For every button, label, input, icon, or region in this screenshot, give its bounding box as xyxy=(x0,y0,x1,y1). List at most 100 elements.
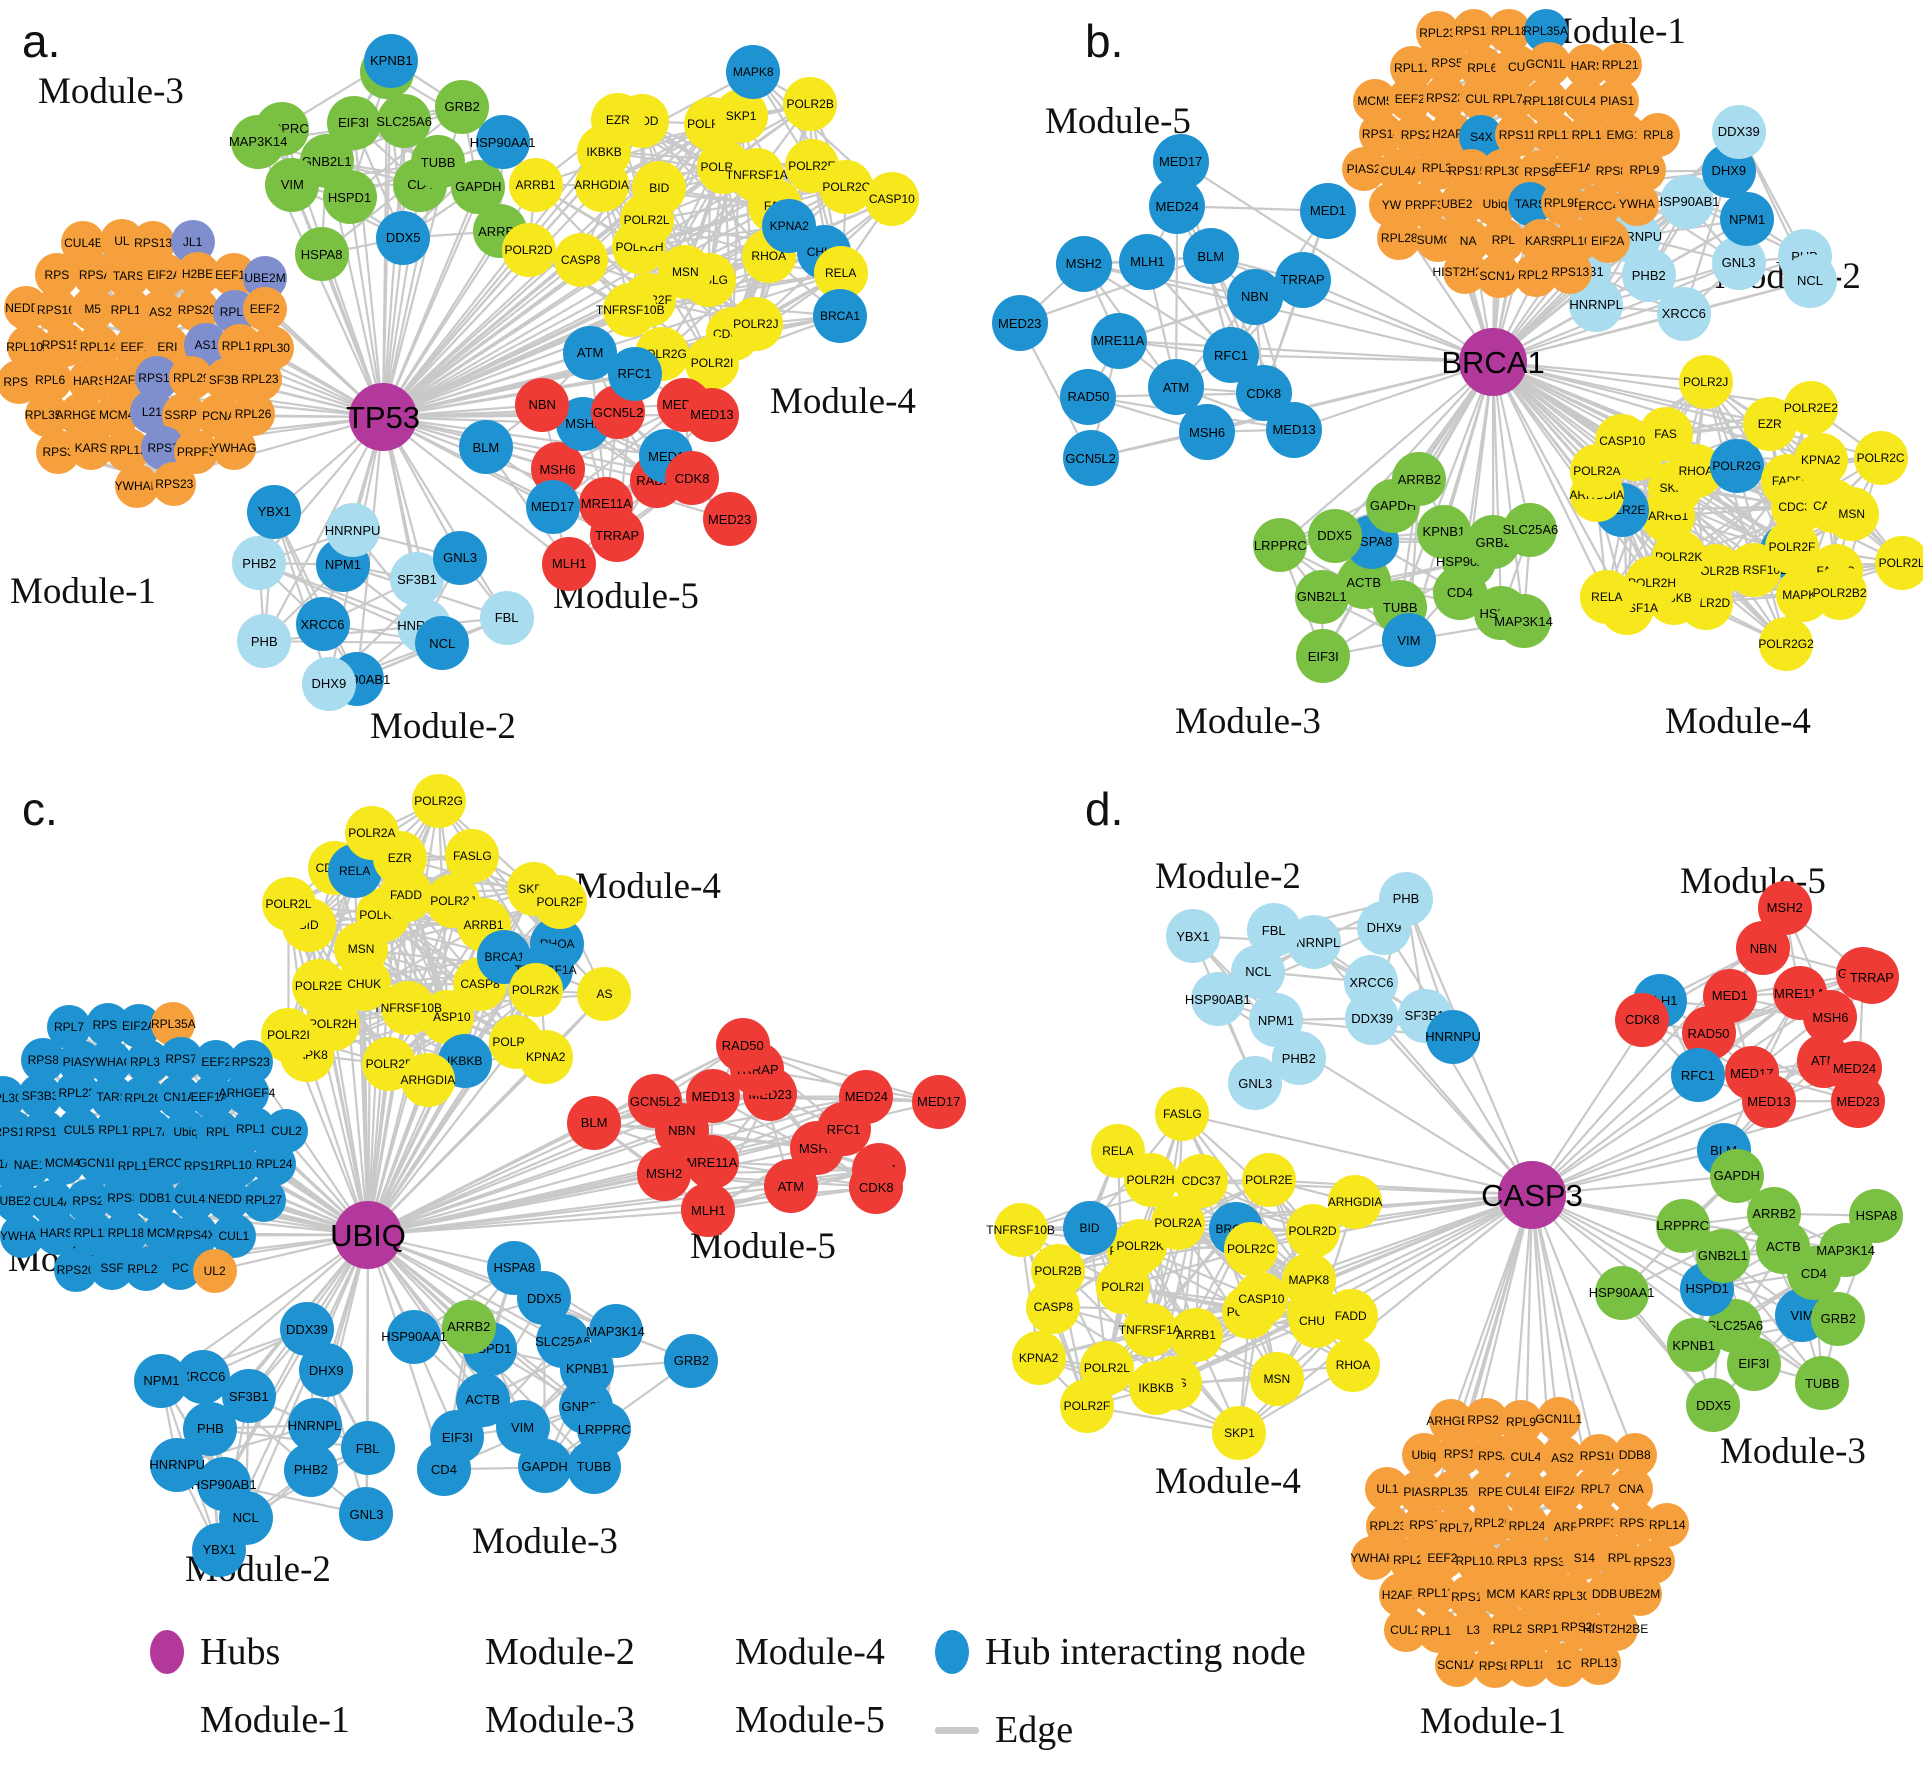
network-node[interactable]: CASP8 xyxy=(553,233,608,288)
network-node[interactable]: MED13 xyxy=(1266,401,1323,458)
network-node[interactable]: KPNB1 xyxy=(364,33,419,88)
network-node[interactable]: MSH6 xyxy=(1803,990,1858,1045)
hub-node-ubiq[interactable]: UBIQ xyxy=(330,1201,406,1269)
network-node[interactable]: POLR2C xyxy=(1853,430,1908,485)
network-node[interactable]: LRPPRC xyxy=(1253,518,1308,573)
network-node[interactable]: HSP90AA1 xyxy=(381,1309,447,1364)
network-node[interactable]: MED23 xyxy=(991,295,1048,352)
network-node[interactable]: PHB2 xyxy=(232,536,287,590)
network-node[interactable]: RPL13 xyxy=(1577,1641,1622,1686)
network-node[interactable]: ARRB1 xyxy=(508,157,563,212)
network-node[interactable]: MSH2 xyxy=(1757,880,1812,935)
network-node[interactable]: POLR2J xyxy=(728,297,783,352)
network-node[interactable]: CDK8 xyxy=(1615,992,1670,1047)
network-node[interactable]: RPS13 xyxy=(1548,249,1593,294)
network-node[interactable]: PHB xyxy=(237,614,292,669)
network-node[interactable]: HNRNPU xyxy=(325,503,380,558)
network-node[interactable]: RFC1 xyxy=(1670,1048,1725,1103)
network-node[interactable]: HSP90AB1 xyxy=(1185,972,1251,1027)
network-node[interactable]: EIF3I xyxy=(1726,1336,1781,1391)
network-node[interactable]: YBX1 xyxy=(1165,909,1220,964)
network-node[interactable]: KPNB1 xyxy=(1666,1318,1721,1373)
network-node[interactable]: MED17 xyxy=(1152,133,1209,190)
network-node[interactable]: NBN xyxy=(515,377,570,432)
network-node[interactable]: EIF2A xyxy=(1585,218,1630,263)
network-node[interactable]: CASP10 xyxy=(864,172,919,227)
network-node[interactable]: DDX5 xyxy=(1307,508,1362,563)
network-node[interactable]: NCL xyxy=(415,616,470,671)
network-node[interactable]: EZR xyxy=(590,93,645,148)
network-node[interactable]: FBL xyxy=(1246,903,1301,958)
network-node[interactable]: CDK8 xyxy=(665,451,720,506)
network-node[interactable]: VIM xyxy=(1381,613,1436,668)
network-node[interactable]: RPS23 xyxy=(152,462,197,507)
network-node[interactable]: ARHGDIA xyxy=(1328,1175,1382,1230)
network-node[interactable]: UL2 xyxy=(192,1248,237,1293)
network-node[interactable]: FBL xyxy=(340,1421,395,1476)
network-node[interactable]: MRE11A xyxy=(1090,312,1147,369)
network-node[interactable]: DDX39 xyxy=(279,1302,334,1357)
network-node[interactable]: POLR2J xyxy=(1678,354,1733,409)
network-node[interactable]: AS xyxy=(577,966,632,1021)
network-node[interactable]: GCN5L2 xyxy=(1062,430,1119,487)
network-node[interactable]: GRB2 xyxy=(664,1333,719,1388)
network-node[interactable]: RAD50 xyxy=(715,1018,770,1073)
network-node[interactable]: MLH1 xyxy=(542,536,597,591)
network-node[interactable]: CASP10 xyxy=(1234,1272,1289,1327)
network-node[interactable]: YBX1 xyxy=(192,1522,247,1577)
network-node[interactable]: BLM xyxy=(458,420,513,475)
network-node[interactable]: POLR2B xyxy=(783,77,838,132)
network-node[interactable]: CASP10 xyxy=(1595,413,1650,468)
network-node[interactable]: MED23 xyxy=(702,492,757,546)
network-node[interactable]: MED24 xyxy=(839,1069,894,1124)
network-node[interactable]: POLR2E xyxy=(291,958,346,1013)
network-node[interactable]: RPL28 xyxy=(1377,215,1422,260)
network-node[interactable]: RHOA xyxy=(1326,1337,1381,1392)
network-node[interactable]: GNL3 xyxy=(1228,1056,1283,1111)
network-node[interactable]: KPNA2 xyxy=(1011,1330,1066,1385)
network-node[interactable]: ARRB1 xyxy=(1168,1308,1223,1363)
network-node[interactable]: BLM xyxy=(1182,228,1239,285)
network-node[interactable]: SLC25A6 xyxy=(1503,502,1558,557)
network-node[interactable]: POLR2D xyxy=(501,223,556,278)
network-node[interactable]: MSN xyxy=(1824,487,1879,541)
hub-node-tp53[interactable]: TP53 xyxy=(346,383,420,451)
network-node[interactable]: GCN1L1 xyxy=(1535,1397,1582,1442)
network-node[interactable]: ATM xyxy=(563,325,618,380)
network-node[interactable]: FASLG xyxy=(445,829,500,884)
network-node[interactable]: MAP3K14 xyxy=(586,1304,645,1359)
network-node[interactable]: RELA xyxy=(1579,569,1634,624)
network-node[interactable]: GAPDH xyxy=(517,1439,572,1494)
network-node[interactable]: GNL3 xyxy=(433,530,488,585)
network-node[interactable]: NPM1 xyxy=(134,1353,189,1408)
network-node[interactable]: MLH1 xyxy=(1119,233,1176,290)
network-node[interactable]: TUBB xyxy=(1795,1356,1850,1411)
network-node[interactable]: NCL xyxy=(1783,253,1838,308)
network-node[interactable]: YWHA xyxy=(1614,182,1659,226)
network-node[interactable]: SKP1 xyxy=(1212,1405,1267,1460)
network-node[interactable]: NPM1 xyxy=(1720,192,1775,247)
network-node[interactable]: TUBB xyxy=(567,1439,621,1494)
network-node[interactable]: POLR2E2 xyxy=(1784,380,1838,435)
network-node[interactable]: MED1 xyxy=(1702,968,1757,1023)
network-node[interactable]: MED1 xyxy=(1299,182,1356,239)
network-node[interactable]: RAD50 xyxy=(1060,368,1117,425)
network-node[interactable]: EIF3I xyxy=(1296,629,1351,684)
network-node[interactable]: MED17 xyxy=(911,1074,966,1129)
network-node[interactable]: HSPA8 xyxy=(1849,1188,1904,1243)
network-node[interactable]: POLR2B2 xyxy=(1813,566,1867,621)
network-node[interactable]: KPNA2 xyxy=(518,1029,573,1084)
network-node[interactable]: POLR2L xyxy=(261,877,316,932)
network-node[interactable]: POLR2G xyxy=(411,774,466,829)
network-node[interactable]: TRRAP xyxy=(1844,950,1899,1005)
network-node[interactable]: XRCC6 xyxy=(295,597,350,652)
network-node[interactable]: MSH2 xyxy=(637,1146,692,1201)
network-node[interactable]: BID xyxy=(632,161,687,216)
network-node[interactable]: MED13 xyxy=(684,387,739,442)
network-node[interactable]: EIF3I xyxy=(326,95,381,150)
network-node[interactable]: FADD xyxy=(1323,1289,1378,1344)
network-node[interactable]: MSH2 xyxy=(1055,235,1112,292)
network-node[interactable]: BLM xyxy=(567,1095,622,1150)
hub-node-casp3[interactable]: CASP3 xyxy=(1481,1161,1583,1229)
network-node[interactable]: MAPK8 xyxy=(726,44,781,99)
